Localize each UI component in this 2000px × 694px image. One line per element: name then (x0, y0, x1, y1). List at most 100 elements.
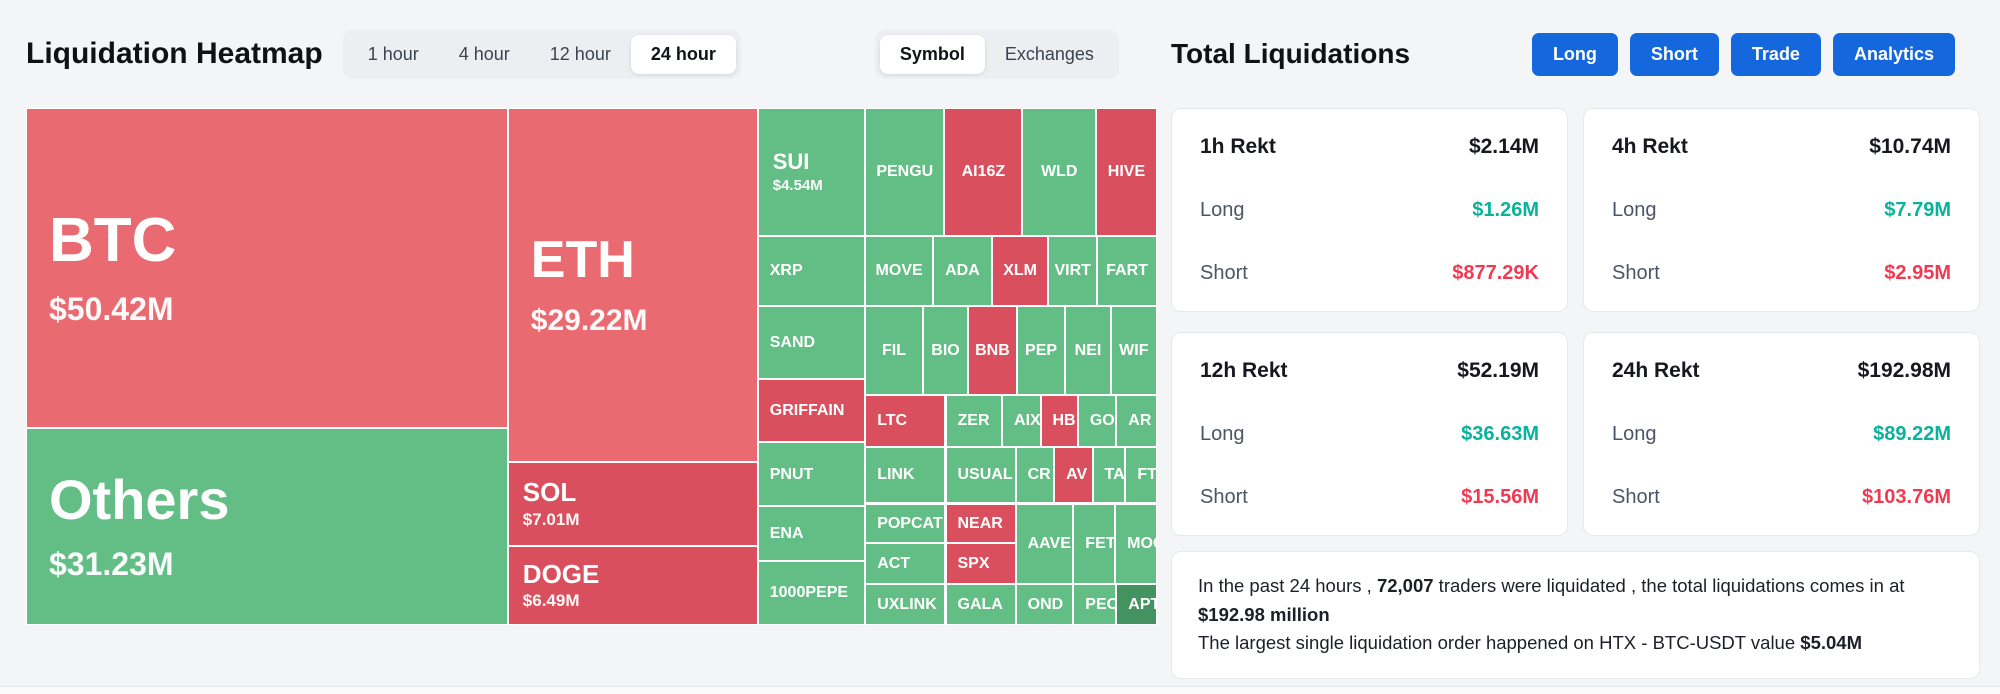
heatmap-tile-ada[interactable]: ADA (933, 235, 992, 306)
heatmap-tile-bio[interactable]: BIO (922, 306, 969, 396)
heatmap-tile-sui[interactable]: SUI $4.54M (757, 108, 866, 236)
heatmap-tile-nei[interactable]: NEI (1065, 306, 1111, 396)
heatmap-tile-fart[interactable]: FART (1097, 235, 1157, 306)
view-tab-exchanges[interactable]: Exchanges (1004, 43, 1094, 64)
heatmap-tile-gala[interactable]: GALA (945, 584, 1016, 625)
heatmap-tile-av[interactable]: AV (1054, 446, 1093, 504)
heatmap-tile-spx[interactable]: SPX (945, 543, 1016, 585)
trade-button[interactable]: Trade (1730, 32, 1821, 76)
heatmap-tile-wld[interactable]: WLD (1022, 108, 1096, 236)
heatmap-tile-link[interactable]: LINK (865, 446, 946, 504)
tile-symbol: CR (1027, 466, 1051, 484)
tile-symbol: ZER (957, 412, 990, 430)
heatmap-tile-wif[interactable]: WIF (1110, 306, 1157, 396)
heatmap-tile-apt[interactable]: APT (1116, 584, 1157, 625)
heatmap-tile-sand[interactable]: SAND (757, 306, 866, 379)
tile-value: $6.49M (522, 591, 580, 611)
tile-symbol: 1000PEPE (769, 584, 849, 602)
tile-symbol: Others (49, 467, 230, 531)
stat-row: Long $7.79M (1612, 199, 1951, 222)
heatmap-tile-aix[interactable]: AIX (1002, 395, 1041, 447)
stat-row: 1h Rekt $2.14M (1200, 135, 1539, 159)
heatmap-tile-griffain[interactable]: GRIFFAIN (757, 378, 866, 443)
heatmap-tile-others[interactable]: Others $31.23M (26, 427, 508, 625)
tile-symbol: GALA (957, 595, 1003, 613)
heatmap-tile-virt[interactable]: VIRT (1048, 235, 1098, 306)
analytics-button[interactable]: Analytics (1832, 32, 1955, 76)
heatmap-tile-usual[interactable]: USUAL (945, 446, 1016, 504)
rekt-period-label: 4h Rekt (1612, 135, 1688, 158)
heatmap-tile-moo[interactable]: MOO (1115, 503, 1157, 585)
heatmap-tile-ltc[interactable]: LTC (865, 395, 946, 447)
heatmap-tile-ond[interactable]: OND (1015, 584, 1074, 625)
time-range-tabs: 1 hour 4 hour 12 hour 24 hour (342, 29, 741, 79)
tile-symbol: WIF (1119, 342, 1149, 360)
heatmap-tile-go[interactable]: GO (1077, 395, 1117, 447)
tile-symbol: FIL (882, 342, 907, 360)
heatmap-tile-xlm[interactable]: XLM (991, 235, 1049, 306)
heatmap-tile-pep[interactable]: PEP (1016, 306, 1066, 396)
heatmap-tile-peo[interactable]: PEO (1073, 584, 1117, 625)
tile-symbol: NEI (1074, 342, 1102, 360)
heatmap-tile-sol[interactable]: SOL $7.01M (507, 461, 758, 547)
heatmap-tile-ena[interactable]: ENA (757, 506, 866, 561)
heatmap-tile-cr[interactable]: CR (1015, 446, 1055, 504)
tile-symbol: VIRT (1054, 262, 1091, 280)
time-tab-24-hour[interactable]: 24 hour (630, 34, 736, 74)
heatmap-tile-bnb[interactable]: BNB (968, 306, 1017, 396)
heatmap-tile-1000pepe[interactable]: 1000PEPE (757, 560, 866, 625)
heatmap-tile-btc[interactable]: BTC $50.42M (26, 108, 508, 428)
heatmap-tile-xrp[interactable]: XRP (757, 235, 866, 306)
heatmap-tile-ft[interactable]: FT (1125, 446, 1157, 504)
heatmap-tile-near[interactable]: NEAR (945, 503, 1016, 544)
time-tab-4-hour[interactable]: 4 hour (458, 43, 510, 64)
long-label: Long (1612, 423, 1657, 445)
heatmap-tile-ar[interactable]: AR (1116, 395, 1157, 447)
tile-symbol: AAVE (1027, 535, 1071, 553)
page-title: Liquidation Heatmap (26, 37, 323, 70)
heatmap-tile-doge[interactable]: DOGE $6.49M (507, 546, 758, 625)
tile-symbol: DOGE (522, 559, 600, 590)
time-tab-12-hour[interactable]: 12 hour (549, 43, 611, 64)
stat-row: Short $103.76M (1612, 486, 1951, 509)
stat-card-24h-rekt: 24h Rekt $192.98M Long $89.22M Short $103.76M (1583, 332, 1980, 536)
tile-symbol: AIX (1014, 412, 1041, 430)
tile-symbol: ETH (530, 230, 635, 289)
short-button[interactable]: Short (1629, 32, 1719, 76)
heatmap-tile-fil[interactable]: FIL (865, 306, 923, 396)
tile-symbol: ENA (769, 524, 804, 542)
heatmap-tile-ta[interactable]: TA (1092, 446, 1126, 504)
heatmap-tile-eth[interactable]: ETH $29.22M (507, 108, 758, 462)
tile-symbol: FT (1137, 466, 1157, 484)
stat-row: Long $89.22M (1612, 423, 1951, 446)
view-tab-symbol[interactable]: Symbol (879, 34, 985, 74)
long-button[interactable]: Long (1531, 32, 1618, 76)
short-value: $15.56M (1461, 486, 1539, 508)
heatmap-tile-aave[interactable]: AAVE (1015, 503, 1074, 585)
heatmap-tile-zer[interactable]: ZER (945, 395, 1003, 447)
heatmap-tile-popcat[interactable]: POPCAT (865, 503, 946, 544)
tile-symbol: LTC (877, 412, 908, 430)
long-value: $36.63M (1461, 423, 1539, 445)
heatmap-tile-pnut[interactable]: PNUT (757, 442, 866, 507)
tile-symbol: MOO (1127, 535, 1156, 553)
heatmap-tile-pengu[interactable]: PENGU (865, 108, 945, 236)
heatmap-tile-fet[interactable]: FET (1073, 503, 1116, 585)
long-value: $89.22M (1873, 423, 1951, 445)
tile-symbol: AI16Z (961, 163, 1006, 181)
short-value: $877.29K (1452, 262, 1539, 284)
heatmap-tile-hb[interactable]: HB (1040, 395, 1078, 447)
heatmap-tile-move[interactable]: MOVE (865, 235, 934, 306)
tile-symbol: ADA (945, 262, 980, 280)
note-line: The largest single liquidation order hap… (1198, 632, 1862, 654)
heatmap-tile-uxlink[interactable]: UXLINK (865, 584, 946, 625)
heatmap-tile-ai16z[interactable]: AI16Z (944, 108, 1023, 236)
time-tab-1-hour[interactable]: 1 hour (367, 43, 419, 64)
heatmap-tile-hive[interactable]: HIVE (1095, 108, 1157, 236)
heatmap-tile-act[interactable]: ACT (865, 543, 946, 585)
tile-symbol: APT (1128, 595, 1156, 613)
stat-row: Short $2.95M (1612, 262, 1951, 285)
tile-symbol: SAND (769, 333, 816, 351)
tile-symbol: FART (1106, 262, 1148, 280)
tile-symbol: OND (1027, 595, 1064, 613)
